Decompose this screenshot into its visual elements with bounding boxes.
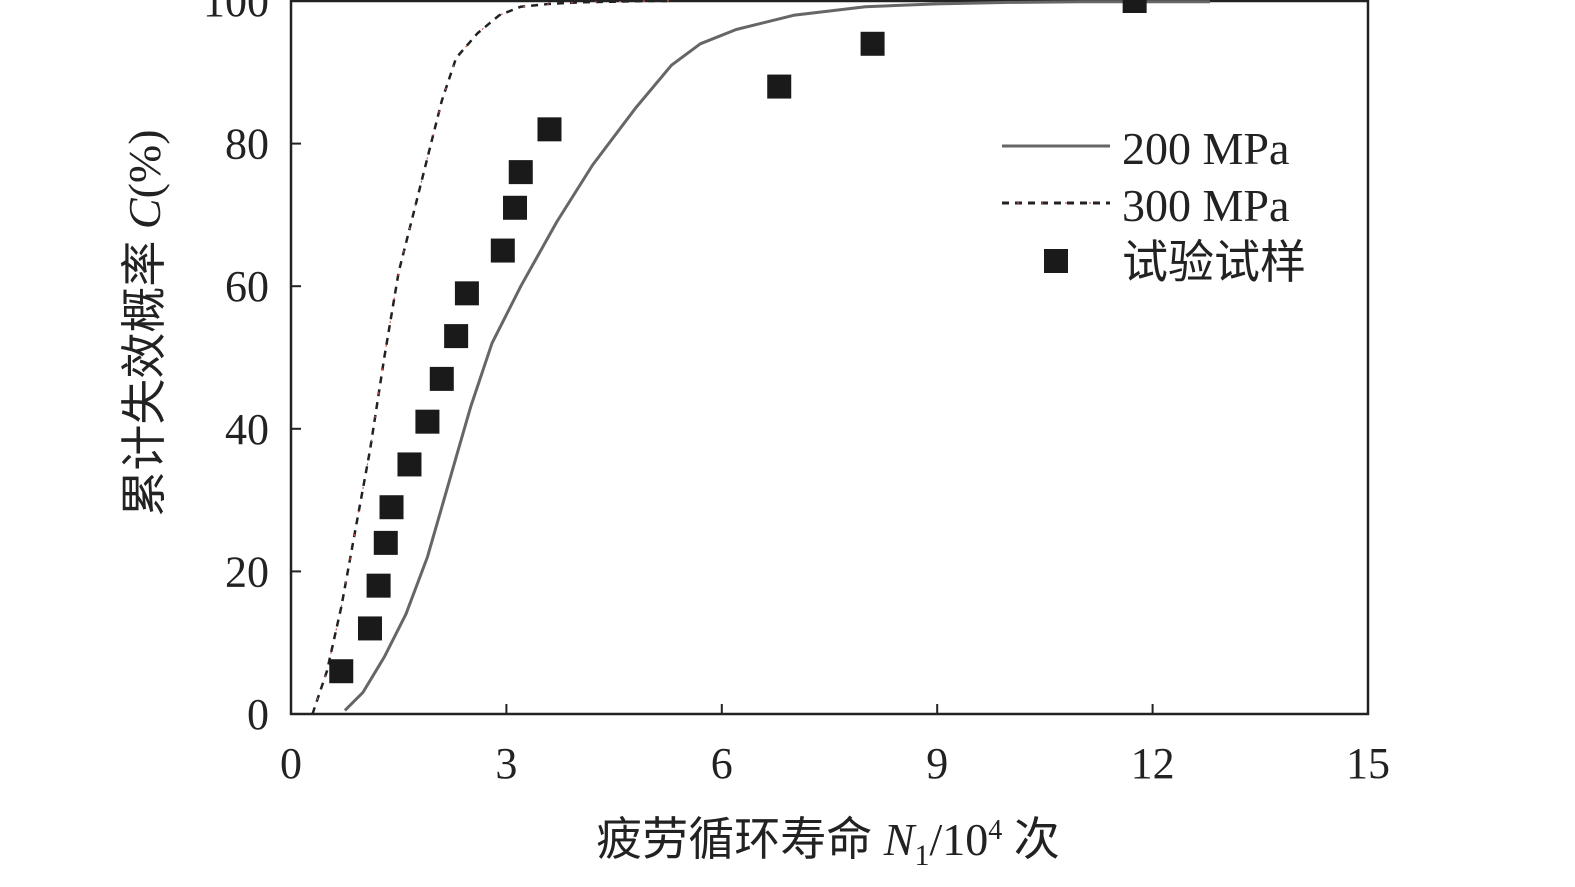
data-point: [373, 530, 398, 555]
tick-layer: 0 3 6 9 12 15 0 20 40 60 80 100: [203, 0, 1390, 788]
y-tick-label: 100: [203, 0, 269, 26]
legend-label-2: 试验试样: [1122, 237, 1306, 288]
legend: 200 MPa 300 MPa 试验试样: [1002, 123, 1306, 288]
series-line-1: [311, 0, 672, 715]
data-point: [454, 281, 479, 306]
x-axis-title: 疲劳循环寿命 N1/104 次: [596, 814, 1059, 872]
plot-frame: [289, 0, 1370, 716]
data-point: [366, 573, 391, 598]
y-axis-title: 累计失效概率 C(%): [119, 129, 170, 516]
y-tick-label: 0: [247, 690, 269, 739]
data-point: [508, 160, 533, 185]
data-point: [503, 195, 528, 220]
x-tick-label: 3: [495, 739, 517, 788]
x-tick-label: 0: [280, 739, 302, 788]
plot-frame-layer: [289, 0, 1370, 716]
legend-label-0: 200 MPa: [1122, 123, 1289, 174]
series-line-accent-1: [311, 0, 672, 715]
legend-label-1: 300 MPa: [1122, 180, 1289, 231]
data-point: [1122, 0, 1147, 13]
data-point: [429, 366, 454, 391]
x-tick-label: 12: [1131, 739, 1175, 788]
y-tick-label: 40: [225, 405, 269, 454]
data-point: [444, 324, 469, 349]
legend-swatch-2: [1044, 249, 1068, 273]
data-point: [490, 238, 515, 263]
data-point: [357, 616, 382, 641]
data-point: [397, 452, 422, 477]
y-tick-label: 80: [225, 120, 269, 169]
x-tick-label: 6: [711, 739, 733, 788]
series-line-0: [343, 0, 1210, 712]
series-layer: [311, 0, 1210, 715]
x-tick-label: 15: [1346, 739, 1390, 788]
data-point: [537, 117, 562, 142]
data-point: [379, 495, 404, 520]
y-tick-label: 20: [225, 547, 269, 596]
y-tick-label: 60: [225, 262, 269, 311]
data-point: [329, 659, 354, 684]
x-tick-label: 9: [926, 739, 948, 788]
data-point: [415, 409, 440, 434]
data-point: [767, 74, 792, 99]
data-point: [860, 31, 885, 56]
